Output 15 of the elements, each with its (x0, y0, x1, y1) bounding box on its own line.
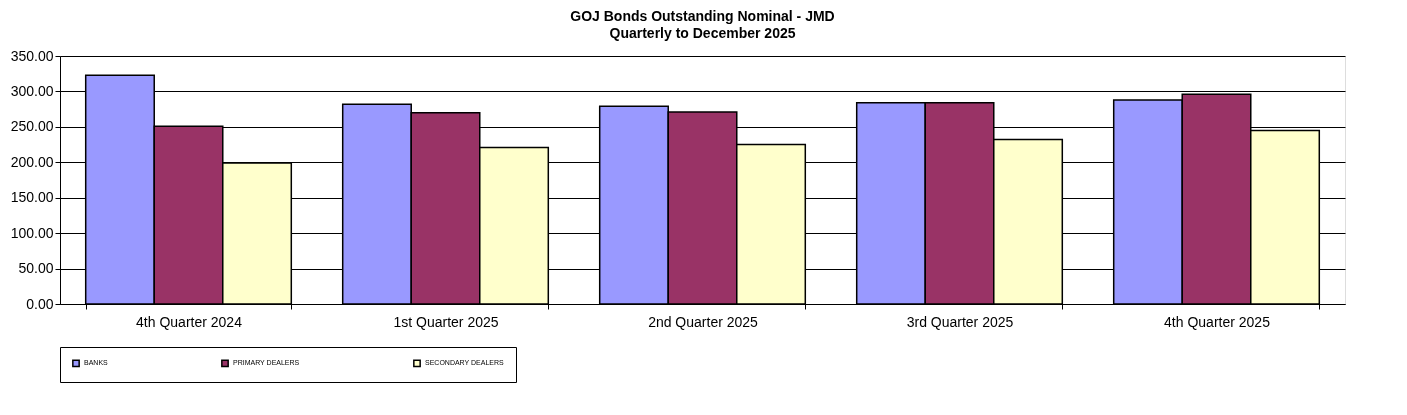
y-tick-label: 200.00 (10, 153, 54, 170)
y-tick-label: 300.00 (10, 82, 54, 99)
x-tick-label: 1st Quarter 2025 (393, 313, 499, 330)
x-tick-label: 4th Quarter 2024 (136, 313, 243, 330)
x-tick-label: 4th Quarter 2025 (1164, 313, 1271, 330)
y-tick-label: 350.00 (10, 47, 54, 64)
y-tick-label: 250.00 (10, 118, 54, 135)
x-tick-label: 2nd Quarter 2025 (648, 313, 759, 330)
chart-title: GOJ Bonds Outstanding Nominal - JMD (570, 8, 835, 24)
y-tick-label: 0.00 (26, 295, 54, 312)
chart-subtitle: Quarterly to December 2025 (609, 25, 796, 41)
y-tick-label: 150.00 (10, 189, 54, 206)
y-tick-label: 50.00 (18, 260, 54, 277)
y-tick-label: 100.00 (10, 224, 54, 241)
x-tick-label: 3rd Quarter 2025 (906, 313, 1014, 330)
